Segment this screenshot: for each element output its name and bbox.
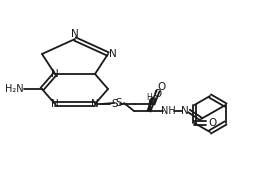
Text: N: N <box>51 99 59 109</box>
Text: N: N <box>51 69 59 79</box>
Text: S: S <box>112 99 118 109</box>
Text: S: S <box>116 98 122 108</box>
Text: N: N <box>91 99 99 109</box>
Text: N: N <box>181 106 189 116</box>
Text: NH: NH <box>161 106 175 116</box>
Text: H: H <box>146 92 152 102</box>
Text: O: O <box>157 82 165 92</box>
Text: N: N <box>71 29 79 39</box>
Text: O: O <box>153 89 161 99</box>
Text: H₂N: H₂N <box>5 84 23 94</box>
Text: O: O <box>208 118 217 128</box>
Text: N: N <box>109 49 117 59</box>
